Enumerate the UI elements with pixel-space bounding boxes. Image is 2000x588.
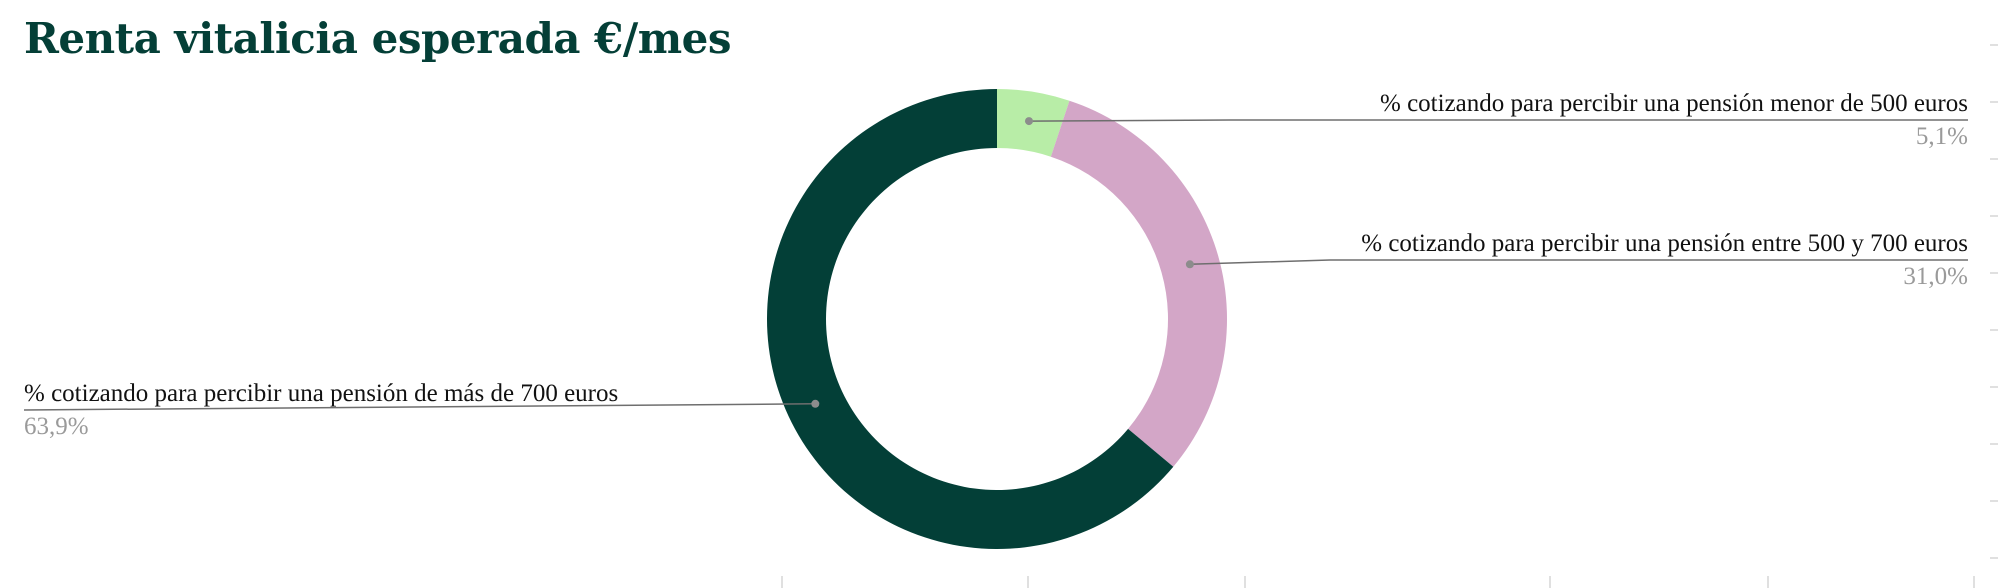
slice-value-label-1: 5,1% — [1916, 123, 1968, 150]
edge-ticks — [781, 44, 1998, 588]
chart-title: Renta vitalicia esperada €/mes — [24, 14, 732, 63]
leader-line-2 — [1189, 259, 1968, 266]
donut-slice-2 — [1050, 100, 1227, 467]
slice-value-label-3: 63,9% — [24, 413, 89, 440]
leader-dot-3 — [811, 399, 820, 408]
leader-line-3 — [23, 403, 816, 411]
slice-labels: % cotizando para percibir una pensión me… — [24, 90, 1968, 440]
donut-slice-1 — [997, 89, 1070, 157]
leader-lines — [23, 117, 1968, 411]
leader-dot-2 — [1185, 260, 1194, 269]
slice-label-1: % cotizando para percibir una pensión me… — [1380, 90, 1968, 117]
leader-dot-1 — [1024, 117, 1033, 126]
slice-label-3: % cotizando para percibir una pensión de… — [24, 380, 618, 407]
leader-line-1 — [1028, 119, 1968, 122]
donut-slice-3 — [766, 89, 1174, 549]
slice-value-label-2: 31,0% — [1903, 263, 1968, 290]
donut-slices — [766, 89, 1227, 549]
slice-label-2: % cotizando para percibir una pensión en… — [1361, 230, 1968, 257]
